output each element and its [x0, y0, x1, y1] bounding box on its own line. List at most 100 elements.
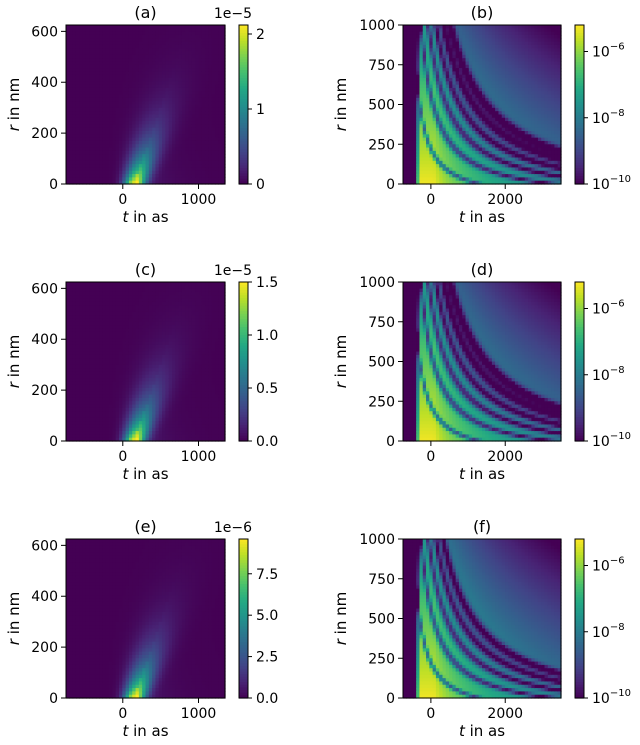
heatmap-cell	[89, 124, 94, 129]
heatmap-cell	[79, 94, 84, 99]
heatmap-cell	[475, 177, 480, 182]
heatmap-cell	[445, 177, 450, 182]
heatmap-cell	[211, 104, 216, 109]
heatmap-cell	[208, 177, 213, 182]
heatmap-cell	[432, 167, 437, 172]
heatmap-cell	[439, 150, 444, 155]
heatmap-cell	[102, 157, 107, 162]
heatmap-cell	[491, 48, 496, 53]
heatmap-cell	[102, 97, 107, 102]
heatmap-cell	[449, 164, 453, 169]
heatmap-cell	[429, 41, 434, 46]
heatmap-cell	[181, 107, 186, 112]
heatmap-cell	[485, 78, 490, 82]
heatmap-cell	[198, 64, 203, 69]
heatmap-cell	[162, 170, 166, 175]
heatmap-cell	[498, 71, 503, 76]
heatmap-cell	[449, 134, 453, 139]
heatmap-cell	[191, 97, 196, 102]
heatmap-cell	[531, 107, 536, 112]
heatmap-cell	[191, 134, 196, 139]
heatmap-cell	[128, 34, 133, 39]
heatmap-cell	[119, 177, 123, 182]
heatmap-cell	[191, 157, 196, 162]
heatmap-cell	[72, 84, 77, 89]
heatmap-cell	[205, 174, 210, 178]
heatmap-cell	[66, 157, 70, 162]
heatmap-cell	[442, 131, 447, 135]
heatmap-cell	[485, 74, 490, 79]
heatmap-cell	[518, 167, 523, 172]
heatmap-cell	[66, 397, 70, 402]
heatmap-cell	[201, 180, 206, 185]
heatmap-cell	[409, 61, 414, 66]
heatmap-cell	[85, 54, 90, 59]
heatmap-cell	[142, 124, 147, 129]
heatmap-cell	[445, 134, 450, 139]
heatmap-cell	[528, 34, 532, 39]
heatmap-cell	[69, 305, 74, 310]
heatmap-cell	[442, 137, 447, 142]
heatmap-cell	[491, 140, 496, 145]
heatmap-cell	[162, 84, 166, 89]
heatmap-cell	[505, 48, 509, 53]
heatmap-cell	[465, 97, 470, 102]
colorbar-segment	[239, 120, 248, 124]
heatmap-cell	[442, 81, 447, 86]
heatmap-cell	[132, 164, 137, 169]
heatmap-cell	[518, 131, 523, 135]
heatmap-cell	[195, 167, 200, 172]
heatmap-cell	[537, 127, 542, 132]
heatmap-cell	[198, 140, 203, 145]
heatmap-cell	[172, 78, 176, 82]
heatmap-cell	[82, 170, 87, 175]
heatmap-cell	[485, 71, 490, 76]
heatmap-cell	[181, 84, 186, 89]
heatmap-cell	[99, 54, 104, 59]
heatmap-cell	[406, 48, 411, 53]
heatmap-cell	[475, 147, 480, 152]
heatmap-cell	[152, 71, 157, 76]
heatmap-cell	[554, 87, 559, 92]
heatmap-cell	[66, 154, 70, 159]
heatmap-cell	[105, 31, 110, 36]
heatmap-cell	[485, 58, 490, 63]
heatmap-cell	[544, 177, 549, 182]
heatmap-cell	[551, 137, 556, 142]
heatmap-cell	[557, 164, 562, 169]
heatmap-cell	[191, 41, 196, 46]
heatmap-cell	[66, 150, 70, 155]
heatmap-cell	[521, 58, 526, 63]
heatmap-cell	[162, 51, 166, 56]
heatmap-cell	[439, 160, 444, 165]
heatmap-cell	[218, 107, 223, 112]
heatmap-cell	[488, 97, 493, 102]
heatmap-cell	[524, 174, 529, 178]
heatmap-cell	[215, 41, 219, 46]
heatmap-cell	[215, 174, 219, 178]
heatmap-cell	[403, 131, 407, 135]
heatmap-cell	[491, 111, 496, 116]
heatmap-cell	[75, 131, 80, 135]
heatmap-cell	[551, 58, 556, 63]
heatmap-cell	[165, 137, 170, 142]
heatmap-cell	[462, 48, 467, 53]
heatmap-cell	[132, 31, 137, 36]
heatmap-cell	[435, 68, 440, 72]
heatmap-cell	[185, 114, 190, 119]
heatmap-cell	[79, 288, 84, 293]
colorbar-segment	[575, 101, 584, 106]
heatmap-cell	[168, 170, 173, 175]
heatmap-cell	[66, 134, 70, 139]
heatmap-cell	[429, 180, 434, 185]
heatmap-cell	[75, 61, 80, 66]
heatmap-cell	[472, 134, 477, 139]
heatmap-cell	[432, 64, 437, 69]
heatmap-cell	[148, 54, 153, 59]
heatmap-cell	[211, 41, 216, 46]
heatmap-cell	[409, 48, 414, 53]
heatmap-cell	[531, 101, 536, 106]
heatmap-cell	[505, 91, 509, 96]
heatmap-cell	[422, 64, 427, 69]
heatmap-cell	[445, 34, 450, 39]
